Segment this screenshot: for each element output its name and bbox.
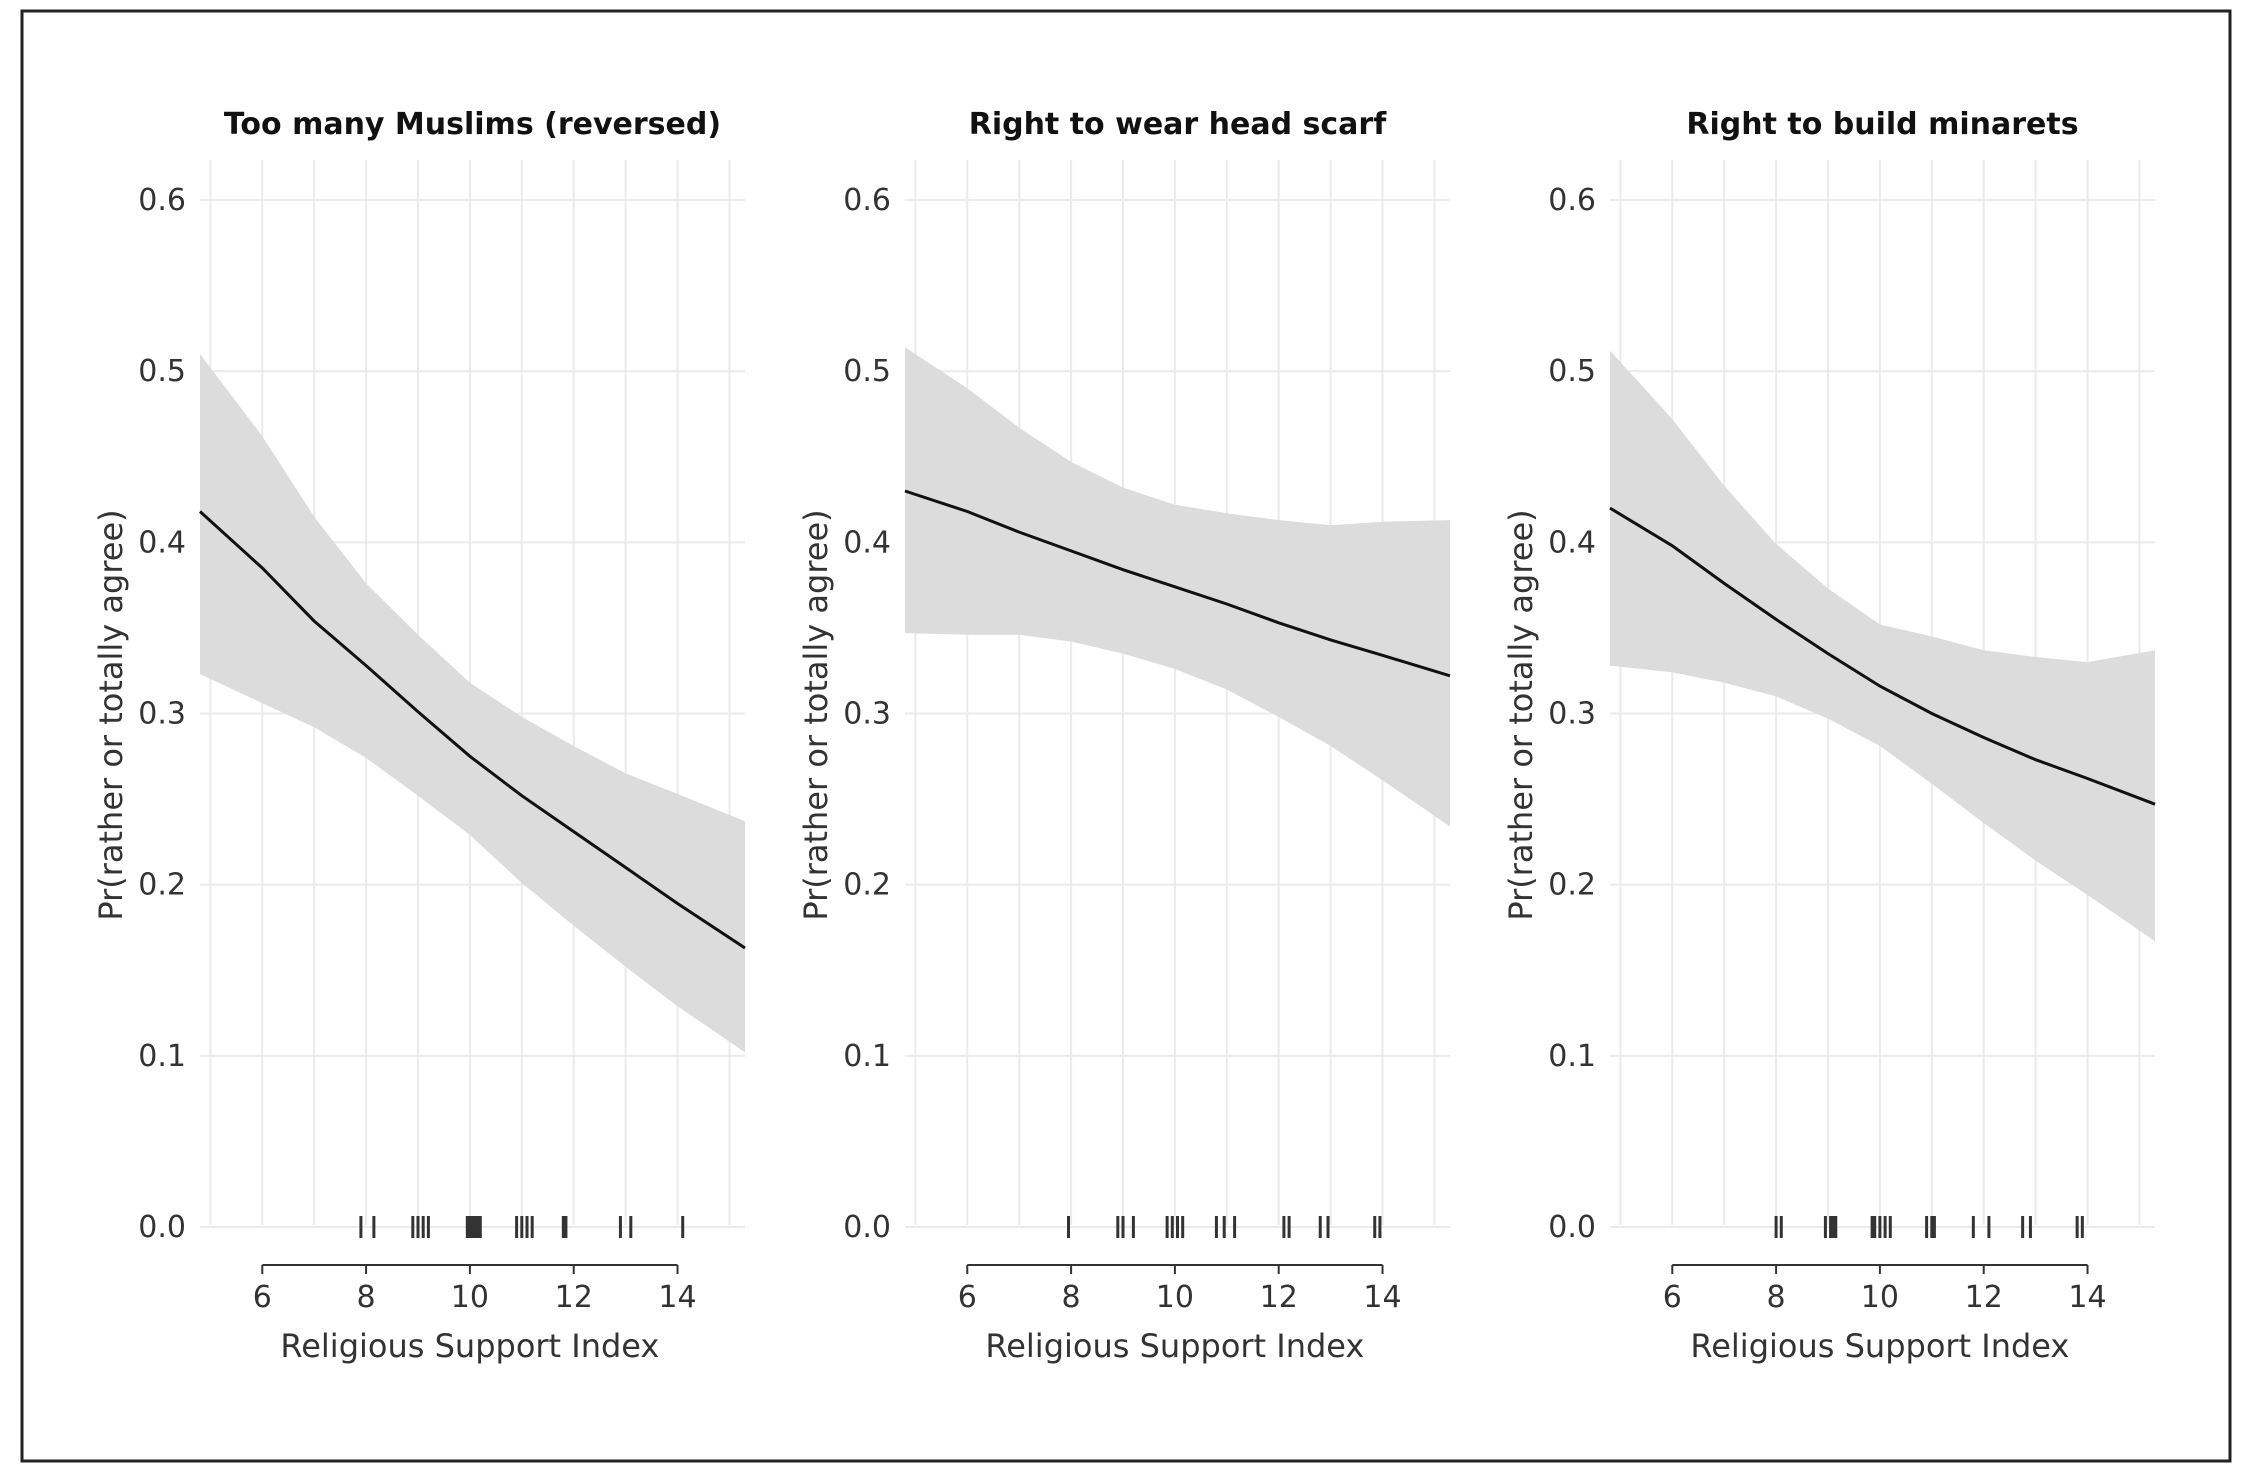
- panel-minarets: Right to build minarets 0.0 0.1 0.2 0.3 0.4 0.…: [1502, 107, 2156, 1365]
- x-tick-label: 12: [555, 1280, 593, 1315]
- y-tick-label: 0.1: [1548, 1039, 1596, 1074]
- y-tick-label: 0.6: [138, 183, 186, 218]
- x-axis-label: Religious Support Index: [1690, 1327, 2069, 1365]
- x-tick-label: 6: [1663, 1280, 1682, 1315]
- x-tick-label: 8: [357, 1280, 376, 1315]
- x-tick-label: 8: [1767, 1280, 1786, 1315]
- x-tick-label: 14: [2068, 1280, 2106, 1315]
- x-tick-label: 6: [958, 1280, 977, 1315]
- y-axis-label: Pr(rather or totally agree): [1502, 509, 1540, 920]
- y-tick-label: 0.0: [1548, 1210, 1596, 1245]
- x-tick-label: 14: [658, 1280, 696, 1315]
- fit-line: [1609, 506, 2156, 806]
- y-tick-label: 0.4: [1548, 525, 1596, 560]
- y-tick-label: 0.2: [138, 868, 186, 903]
- y-tick-label: 0.4: [843, 525, 891, 560]
- y-tick-label: 0.4: [138, 525, 186, 560]
- panel-title: Right to wear head scarf: [969, 107, 1387, 142]
- x-tick-label: 10: [1861, 1280, 1899, 1315]
- panel-title: Right to build minarets: [1686, 107, 2078, 142]
- fit-line: [904, 489, 1451, 678]
- x-tick-label: 12: [1260, 1280, 1298, 1315]
- x-tick-label: 10: [1156, 1280, 1194, 1315]
- y-tick-label: 0.0: [843, 1210, 891, 1245]
- x-axis-label: Religious Support Index: [280, 1327, 659, 1365]
- y-tick-label: 0.0: [138, 1210, 186, 1245]
- x-tick-label: 8: [1062, 1280, 1081, 1315]
- rug-marks: [1774, 1216, 2084, 1238]
- x-tick-label: 10: [451, 1280, 489, 1315]
- y-axis-label: Pr(rather or totally agree): [92, 509, 130, 920]
- y-tick-label: 0.3: [138, 697, 186, 732]
- y-tick-label: 0.5: [843, 354, 891, 389]
- y-tick-label: 0.6: [843, 183, 891, 218]
- x-axis-label: Religious Support Index: [985, 1327, 1364, 1365]
- panel-head-scarf: Right to wear head scarf 0.0 0.1 0.2 0.3 0.4 0…: [797, 107, 1451, 1365]
- fit-line: [198, 510, 746, 950]
- y-tick-label: 0.2: [1548, 868, 1596, 903]
- panel-too-many-muslims: Too many Muslims (reversed) 0.0 0.1 0.2 0.3 0…: [92, 107, 746, 1365]
- y-tick-label: 0.3: [843, 697, 891, 732]
- y-tick-label: 0.5: [138, 354, 186, 389]
- y-tick-label: 0.5: [1548, 354, 1596, 389]
- confidence-band: [1610, 350, 2155, 942]
- y-tick-label: 0.6: [1548, 183, 1596, 218]
- x-tick-label: 6: [253, 1280, 272, 1315]
- y-tick-label: 0.1: [138, 1039, 186, 1074]
- x-tick-label: 14: [1363, 1280, 1401, 1315]
- y-axis-label: Pr(rather or totally agree): [797, 509, 835, 920]
- gridlines: [1610, 160, 2155, 1228]
- y-tick-label: 0.1: [843, 1039, 891, 1074]
- y-tick-label: 0.3: [1548, 697, 1596, 732]
- x-tick-label: 12: [1965, 1280, 2003, 1315]
- rug-marks: [1067, 1216, 1382, 1238]
- y-tick-label: 0.2: [843, 868, 891, 903]
- rug-marks: [359, 1216, 685, 1238]
- confidence-band: [200, 354, 745, 1053]
- panel-title: Too many Muslims (reversed): [224, 107, 721, 142]
